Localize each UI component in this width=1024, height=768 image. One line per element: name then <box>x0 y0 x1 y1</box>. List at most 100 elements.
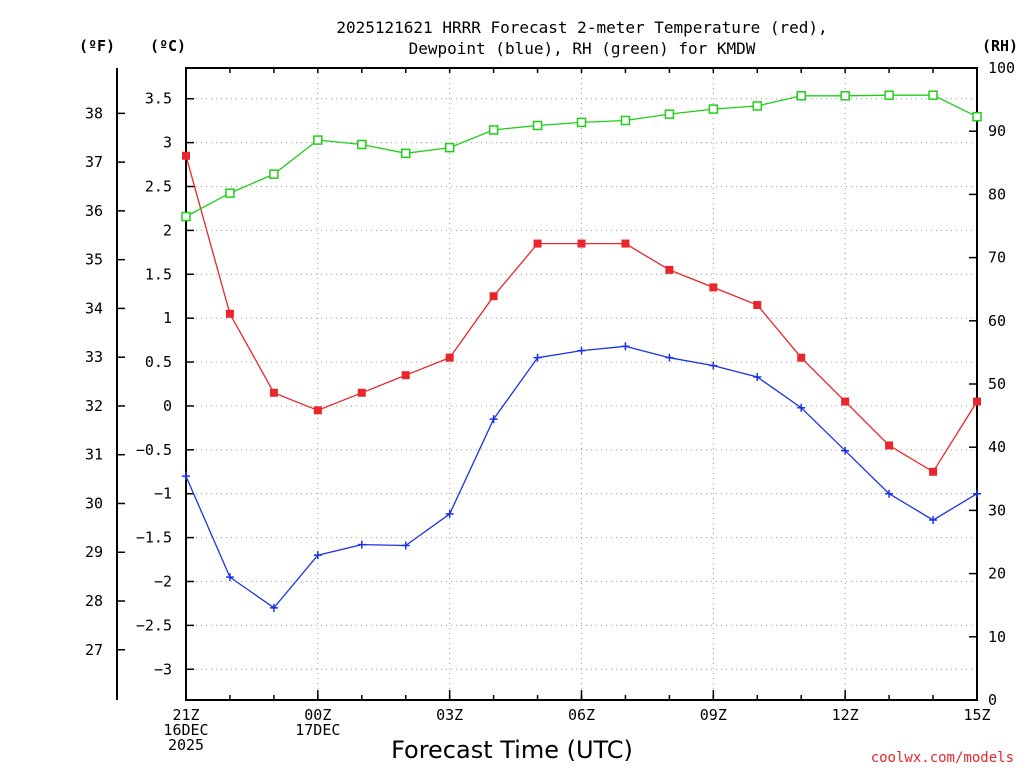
rh-tick-label: 80 <box>988 185 1006 203</box>
rh-point <box>488 125 499 135</box>
temperature-point <box>225 309 234 318</box>
temperature-point <box>577 239 586 248</box>
dewpoint-point <box>357 540 366 549</box>
x-tick-label: 2025 <box>168 736 204 754</box>
celsius-tick-label: −2 <box>154 573 172 591</box>
celsius-axis-label: (ºC) <box>150 37 186 55</box>
x-tick-label: 15Z <box>963 706 990 724</box>
rh-point <box>928 90 938 100</box>
dewpoint-point <box>709 361 718 370</box>
dewpoint-point <box>225 573 234 582</box>
dewpoint-point <box>533 353 542 362</box>
dewpoint-point <box>929 516 938 525</box>
celsius-tick-label: 3 <box>163 134 172 152</box>
dewpoint-point <box>313 551 322 560</box>
rh-series <box>181 90 982 222</box>
x-tick-label: 12Z <box>832 706 859 724</box>
dewpoint-point <box>841 446 850 455</box>
fahrenheit-tick-label: 29 <box>85 543 103 561</box>
temperature-point <box>489 292 498 301</box>
dewpoint-point <box>269 603 278 612</box>
rh-point <box>444 142 455 153</box>
rh-point <box>225 188 235 198</box>
chart-title-line1: 2025121621 HRRR Forecast 2-meter Tempera… <box>336 18 827 37</box>
temperature-point <box>269 388 278 397</box>
celsius-tick-label: 1 <box>163 309 172 327</box>
x-tick-label: 21Z <box>172 706 199 724</box>
temperature-point <box>357 388 366 397</box>
x-axis-title: Forecast Time (UTC) <box>391 736 633 764</box>
temperature-point <box>665 265 674 274</box>
celsius-tick-label: −0.5 <box>136 441 172 459</box>
rh-axis-label: (RH) <box>982 37 1018 55</box>
rh-tick-label: 70 <box>988 249 1006 267</box>
rh-point <box>708 104 719 114</box>
celsius-tick-label: −2.5 <box>136 616 172 634</box>
gridlines <box>186 68 977 700</box>
temperature-point <box>973 397 981 406</box>
dewpoint-series <box>182 342 981 612</box>
temperature-point <box>709 283 718 292</box>
chart-title-line2: Dewpoint (blue), RH (green) for KMDW <box>409 39 756 58</box>
dewpoint-point <box>489 415 498 424</box>
x-tick-label: 09Z <box>700 706 727 724</box>
temperature-point <box>182 151 190 160</box>
x-tick-label: 16DEC <box>163 721 208 739</box>
dewpoint-point <box>973 489 981 498</box>
rh-tick-label: 10 <box>988 628 1006 646</box>
dewpoint-point <box>577 346 586 355</box>
celsius-tick-label: 1.5 <box>145 265 172 283</box>
rh-point <box>752 101 763 111</box>
rh-tick-label: 60 <box>988 312 1006 330</box>
celsius-tick-label: 2.5 <box>145 178 172 196</box>
temperature-point <box>753 301 762 309</box>
rh-point <box>884 90 894 100</box>
rh-tick-label: 40 <box>988 438 1006 456</box>
temperature-point <box>445 353 454 362</box>
temperature-point <box>885 441 894 450</box>
rh-point <box>269 169 279 179</box>
temperature-point <box>313 406 322 415</box>
rh-point <box>840 91 850 101</box>
rh-point <box>532 120 543 131</box>
rh-point <box>576 117 587 128</box>
rh-point <box>357 139 367 150</box>
axis-ticks: −3 −2.5 −2 −1.5 −1 −0.5 0 0.5 1 1.5 2 2.5 3 3.5 27 28 29… <box>85 59 1015 754</box>
celsius-tick-label: −3 <box>154 660 172 678</box>
rh-tick-label: 50 <box>988 375 1006 393</box>
fahrenheit-axis-label: (ºF) <box>79 37 115 55</box>
rh-tick-label: 30 <box>988 501 1006 519</box>
rh-tick-label: 20 <box>988 565 1006 583</box>
dewpoint-point <box>885 489 894 498</box>
dewpoint-point <box>182 472 190 481</box>
rh-point <box>620 115 631 126</box>
celsius-tick-label: −1.5 <box>136 529 172 547</box>
fahrenheit-tick-label: 36 <box>85 202 103 220</box>
fahrenheit-tick-label: 31 <box>85 446 103 464</box>
fahrenheit-tick-label: 32 <box>85 397 103 415</box>
rh-tick-label: 0 <box>988 691 997 709</box>
x-tick-label: 17DEC <box>295 721 340 739</box>
fahrenheit-tick-label: 37 <box>85 153 103 171</box>
dewpoint-point <box>621 342 630 351</box>
x-tick-label: 03Z <box>436 706 463 724</box>
data-series <box>181 90 982 612</box>
fahrenheit-tick-label: 33 <box>85 348 103 366</box>
dewpoint-point <box>753 372 762 381</box>
fahrenheit-tick-label: 27 <box>85 641 103 659</box>
celsius-tick-label: 3.5 <box>145 90 172 108</box>
dewpoint-point <box>665 353 674 362</box>
celsius-tick-label: 0 <box>163 397 172 415</box>
credit-link[interactable]: coolwx.com/models <box>871 750 1014 766</box>
rh-point <box>972 111 982 122</box>
temperature-series <box>182 151 981 476</box>
x-tick-label: 00Z <box>304 706 331 724</box>
rh-point <box>796 91 806 101</box>
x-tick-label: 06Z <box>568 706 595 724</box>
celsius-tick-label: 0.5 <box>145 353 172 371</box>
dewpoint-point <box>445 509 454 518</box>
temperature-point <box>621 239 630 248</box>
celsius-tick-label: −1 <box>154 485 172 503</box>
fahrenheit-tick-label: 30 <box>85 494 103 512</box>
